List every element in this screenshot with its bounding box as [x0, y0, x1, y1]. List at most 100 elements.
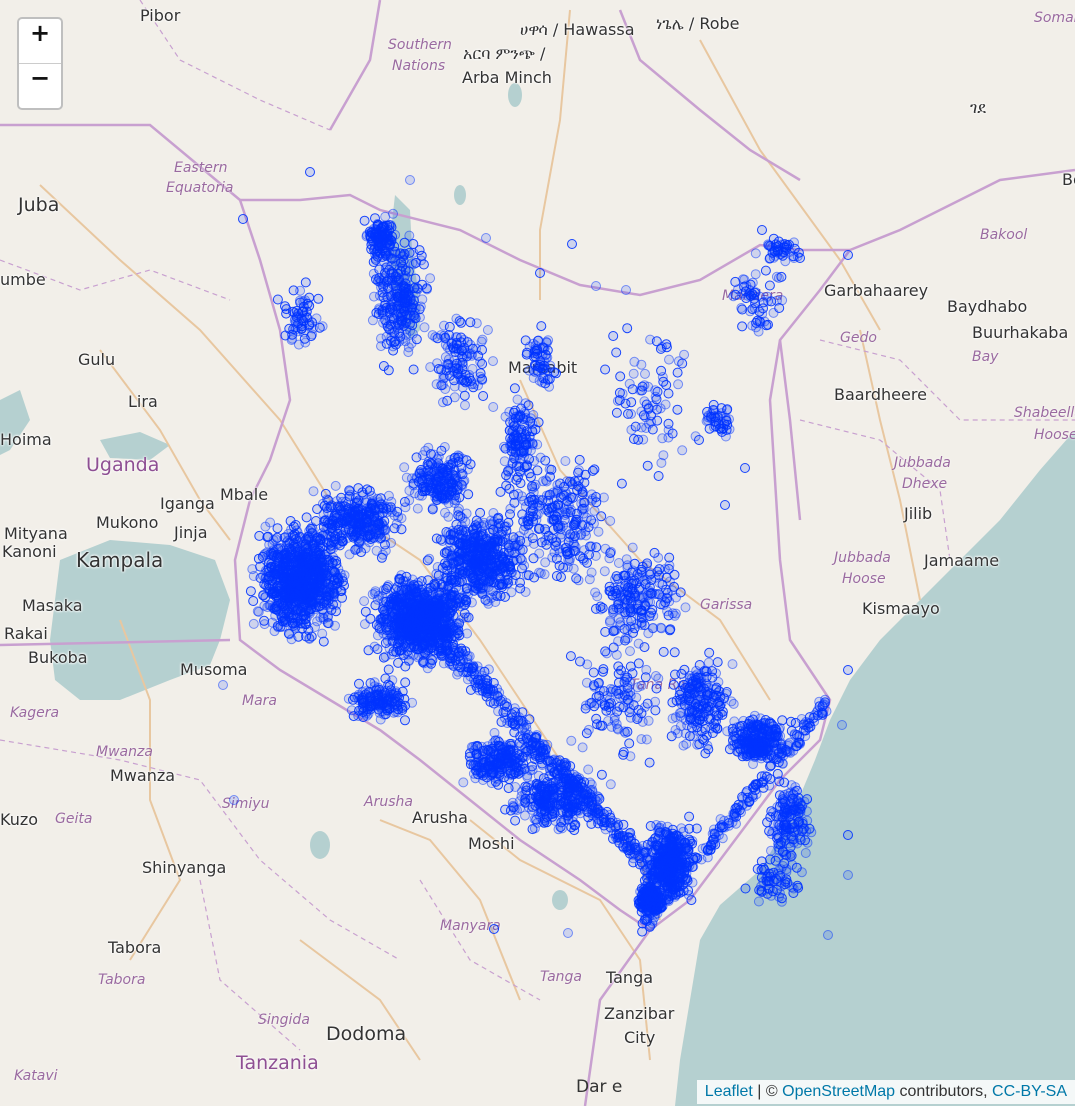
- facility-marker[interactable]: [462, 628, 472, 639]
- facility-marker[interactable]: [641, 560, 652, 571]
- facility-marker[interactable]: [528, 338, 539, 349]
- facility-marker[interactable]: [720, 431, 731, 442]
- facility-marker[interactable]: [562, 496, 573, 507]
- facility-marker[interactable]: [386, 291, 397, 302]
- facility-marker[interactable]: [405, 624, 416, 635]
- facility-marker[interactable]: [254, 530, 265, 541]
- facility-marker[interactable]: [591, 542, 602, 553]
- facility-marker[interactable]: [469, 379, 480, 390]
- facility-marker[interactable]: [356, 547, 367, 558]
- facility-marker[interactable]: [616, 603, 627, 614]
- facility-marker[interactable]: [417, 475, 428, 486]
- facility-marker[interactable]: [555, 478, 566, 489]
- facility-marker[interactable]: [383, 664, 394, 675]
- facility-marker[interactable]: [259, 615, 270, 626]
- facility-marker[interactable]: [556, 572, 566, 583]
- facility-marker[interactable]: [586, 489, 597, 500]
- facility-marker[interactable]: [555, 532, 566, 543]
- facility-marker[interactable]: [599, 566, 610, 577]
- facility-marker[interactable]: [686, 895, 697, 906]
- facility-marker[interactable]: [386, 222, 397, 233]
- facility-marker[interactable]: [392, 629, 403, 640]
- facility-marker[interactable]: [404, 230, 415, 241]
- facility-marker[interactable]: [726, 696, 737, 707]
- facility-marker[interactable]: [388, 208, 398, 219]
- facility-marker[interactable]: [485, 560, 496, 571]
- facility-marker[interactable]: [509, 497, 520, 508]
- facility-marker[interactable]: [509, 383, 520, 394]
- facility-marker[interactable]: [727, 740, 738, 751]
- facility-marker[interactable]: [541, 337, 552, 348]
- facility-marker[interactable]: [729, 716, 740, 727]
- facility-marker[interactable]: [385, 300, 396, 311]
- facility-marker[interactable]: [527, 438, 538, 449]
- facility-marker[interactable]: [522, 347, 532, 358]
- facility-marker[interactable]: [364, 226, 375, 237]
- facility-marker[interactable]: [392, 615, 403, 626]
- facility-marker[interactable]: [671, 695, 682, 706]
- facility-marker[interactable]: [330, 480, 341, 491]
- facility-marker[interactable]: [282, 605, 293, 616]
- facility-marker[interactable]: [712, 657, 723, 668]
- facility-marker[interactable]: [611, 571, 622, 582]
- facility-marker[interactable]: [572, 524, 583, 535]
- facility-marker[interactable]: [500, 531, 511, 542]
- facility-marker[interactable]: [419, 322, 430, 333]
- facility-marker[interactable]: [672, 728, 683, 739]
- facility-marker[interactable]: [309, 558, 320, 569]
- facility-marker[interactable]: [408, 364, 419, 375]
- facility-marker[interactable]: [260, 521, 271, 532]
- facility-marker[interactable]: [518, 448, 529, 459]
- facility-marker[interactable]: [390, 272, 401, 283]
- facility-marker[interactable]: [590, 550, 601, 561]
- facility-marker[interactable]: [247, 564, 258, 575]
- facility-marker[interactable]: [778, 792, 788, 802]
- facility-marker[interactable]: [424, 553, 435, 564]
- facility-marker[interactable]: [504, 483, 515, 494]
- facility-marker[interactable]: [693, 714, 704, 725]
- facility-marker[interactable]: [281, 541, 292, 552]
- facility-marker[interactable]: [656, 623, 667, 634]
- facility-marker[interactable]: [317, 498, 328, 509]
- facility-marker[interactable]: [477, 344, 487, 355]
- facility-marker[interactable]: [702, 740, 713, 751]
- facility-marker[interactable]: [515, 545, 526, 556]
- facility-marker[interactable]: [665, 624, 676, 635]
- facility-marker[interactable]: [755, 747, 766, 758]
- facility-marker[interactable]: [281, 304, 292, 315]
- facility-marker[interactable]: [768, 721, 779, 732]
- facility-marker[interactable]: [378, 628, 389, 639]
- facility-marker[interactable]: [273, 582, 284, 593]
- facility-marker[interactable]: [394, 320, 405, 331]
- facility-marker[interactable]: [454, 316, 465, 327]
- facility-marker[interactable]: [297, 549, 308, 560]
- facility-marker[interactable]: [680, 602, 691, 613]
- facility-marker[interactable]: [678, 740, 689, 751]
- facility-marker[interactable]: [292, 326, 303, 337]
- facility-marker[interactable]: [621, 554, 632, 565]
- facility-marker[interactable]: [318, 598, 329, 609]
- facility-marker[interactable]: [475, 371, 486, 382]
- facility-marker[interactable]: [467, 343, 478, 354]
- facility-marker[interactable]: [527, 483, 538, 494]
- facility-marker[interactable]: [315, 535, 326, 545]
- facility-marker[interactable]: [252, 606, 263, 617]
- facility-marker[interactable]: [317, 628, 328, 639]
- facility-marker[interactable]: [488, 586, 499, 597]
- facility-marker[interactable]: [779, 777, 790, 788]
- facility-marker[interactable]: [515, 577, 525, 588]
- facility-marker[interactable]: [684, 731, 695, 742]
- facility-marker[interactable]: [273, 543, 284, 554]
- facility-marker[interactable]: [308, 486, 319, 497]
- facility-marker[interactable]: [523, 400, 534, 411]
- facility-marker[interactable]: [307, 329, 318, 340]
- facility-marker[interactable]: [376, 341, 386, 352]
- facility-marker[interactable]: [669, 647, 680, 658]
- facility-marker[interactable]: [436, 445, 447, 456]
- facility-marker[interactable]: [381, 235, 392, 246]
- facility-marker[interactable]: [664, 552, 675, 563]
- facility-marker[interactable]: [269, 626, 280, 637]
- facility-marker[interactable]: [409, 282, 420, 293]
- facility-marker[interactable]: [248, 596, 259, 606]
- facility-marker[interactable]: [462, 586, 473, 597]
